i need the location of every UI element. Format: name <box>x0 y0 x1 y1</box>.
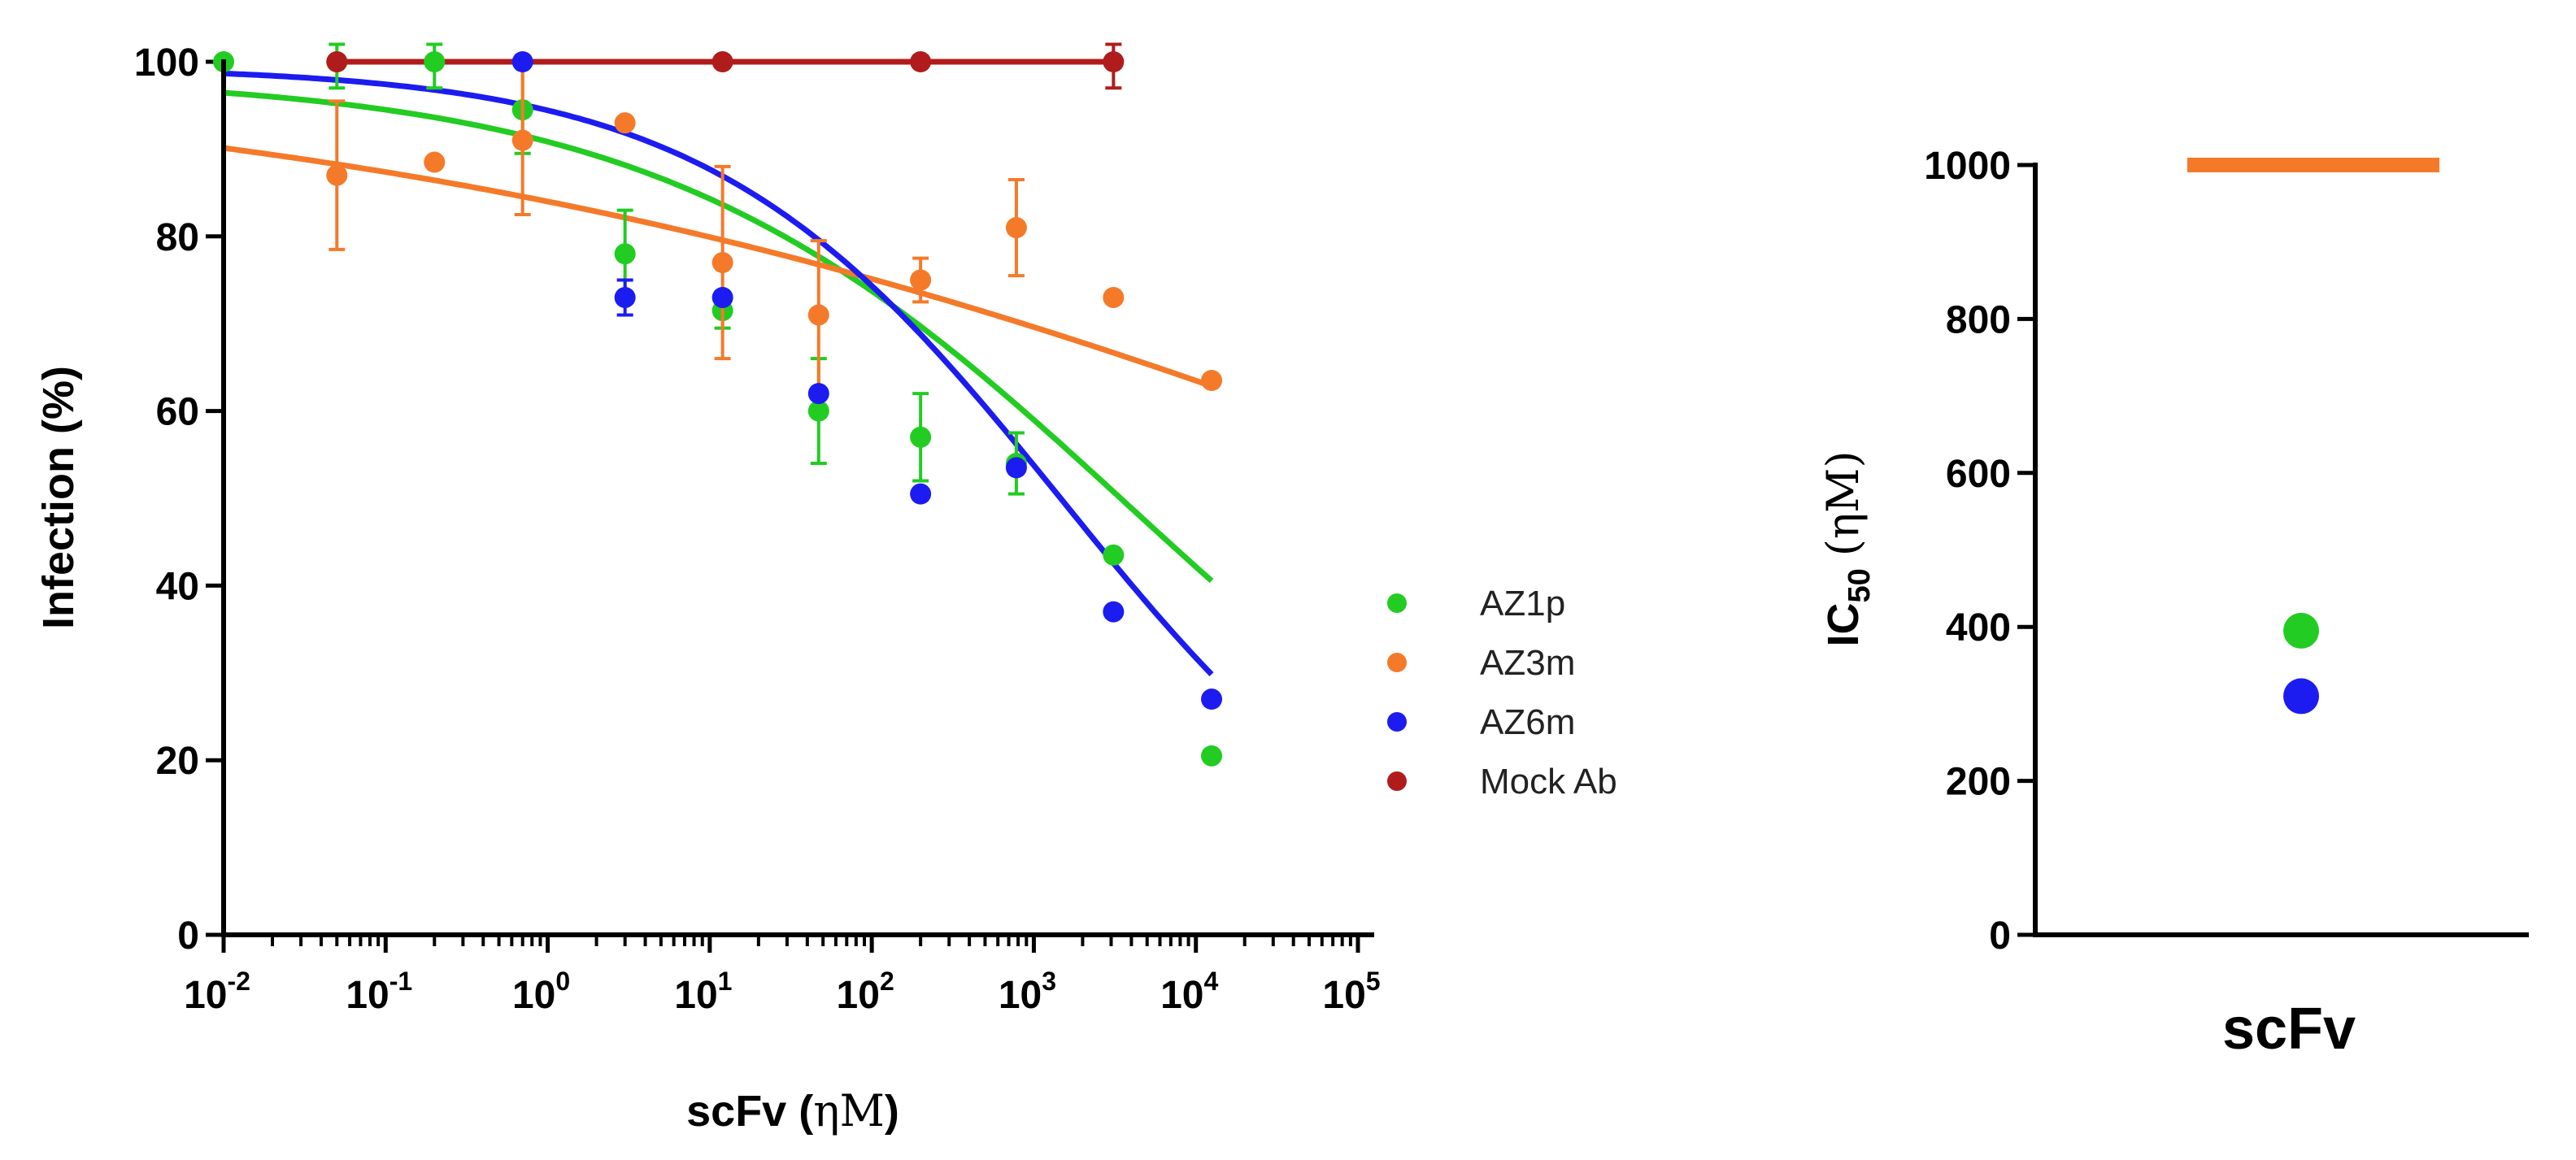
legend-label: Mock Ab <box>1480 762 1617 802</box>
point-az3m <box>1103 286 1125 308</box>
point-az6m <box>1201 689 1223 710</box>
point-az6m <box>511 51 533 72</box>
fit-curve-az3m <box>223 145 1213 389</box>
left-x-axis-title: scFv (ηM) <box>686 1085 899 1136</box>
point-az3m <box>711 252 733 274</box>
ic50-y-tick-label: 600 <box>1946 453 2011 496</box>
x-tick-label: 102 <box>837 967 894 1017</box>
point-mock-ab <box>1103 51 1125 72</box>
point-az3m <box>910 269 932 291</box>
ic50-y-tick-label: 800 <box>1946 298 2011 341</box>
legend-marker <box>1387 712 1407 732</box>
ic50-y-tick-label: 0 <box>1989 915 2011 958</box>
fit-curve-az6m <box>223 70 1214 677</box>
point-mock-ab <box>910 51 932 72</box>
point-az3m <box>1005 217 1027 239</box>
fit-curves <box>223 59 1214 677</box>
x-tick-label: 105 <box>1322 967 1380 1017</box>
legend-label: AZ6m <box>1480 702 1575 742</box>
point-az1p <box>1103 544 1125 566</box>
x-tick-label: 101 <box>674 967 732 1017</box>
x-tick-label: 10-1 <box>346 967 412 1017</box>
y-tick-label: 100 <box>134 41 199 85</box>
ic50-y-tick-label: 200 <box>1946 761 2011 804</box>
point-mock-ab <box>711 51 733 72</box>
point-az3m <box>326 164 348 186</box>
y-tick-label: 40 <box>156 565 199 608</box>
point-az3m <box>1201 370 1223 392</box>
data-points <box>213 42 1223 767</box>
point-mock-ab <box>326 51 348 72</box>
point-az1p <box>614 243 636 265</box>
ic50-point-az1p <box>2283 612 2319 649</box>
legend-marker <box>1387 771 1407 791</box>
ic50-point-az6m <box>2283 678 2319 715</box>
infection-chart: 0 20 40 60 80 100 10-2 10-1 100 101 102 103 104 105 I… <box>34 41 1617 1136</box>
legend: AZ1p AZ3m AZ6m Mock Ab <box>1387 584 1617 802</box>
x-tick-label: 100 <box>512 967 570 1017</box>
point-az1p <box>1201 745 1223 767</box>
legend-label: AZ3m <box>1480 643 1575 683</box>
ic50-points <box>2187 158 2439 715</box>
point-az3m <box>614 112 636 134</box>
x-tick-label: 103 <box>999 967 1056 1017</box>
point-az3m <box>424 151 446 173</box>
y-tick-label: 20 <box>156 740 199 783</box>
point-az6m <box>1103 601 1125 623</box>
right-category-label: scFv <box>2222 997 2356 1062</box>
point-az6m <box>1005 457 1027 479</box>
point-az3m <box>807 304 829 326</box>
ic50-y-tick-label: 400 <box>1946 606 2011 650</box>
legend-marker <box>1387 593 1407 613</box>
point-az6m <box>711 286 733 308</box>
right-y-axis-title: IC50 (ηM) <box>1817 450 1877 646</box>
left-y-axis-title: Infection (%) <box>34 366 83 629</box>
point-az1p <box>910 426 932 448</box>
point-az1p <box>424 51 446 72</box>
legend-label: AZ1p <box>1480 584 1565 623</box>
x-tick-label: 104 <box>1160 967 1218 1017</box>
ic50-y-tick-label: 1000 <box>1924 145 2011 188</box>
point-az6m <box>807 383 829 405</box>
fit-curve-az1p <box>223 89 1214 584</box>
left-axis-ticks: 0 20 40 60 80 100 10-2 10-1 100 101 102 103 104 105 <box>134 41 1381 1017</box>
y-tick-label: 0 <box>177 915 199 958</box>
y-tick-label: 60 <box>156 391 199 434</box>
x-tick-label: 10-2 <box>184 967 250 1017</box>
point-az6m <box>614 286 636 308</box>
legend-marker <box>1387 653 1407 672</box>
ic50-chart: 0 200 400 600 800 1000 IC50 (ηM) scFv <box>1817 145 2529 1062</box>
point-az1p <box>807 400 829 422</box>
point-az3m <box>511 129 533 151</box>
right-axis-ticks: 0 200 400 600 800 1000 <box>1924 145 2035 958</box>
y-tick-label: 80 <box>156 216 199 259</box>
point-az6m <box>910 483 932 505</box>
